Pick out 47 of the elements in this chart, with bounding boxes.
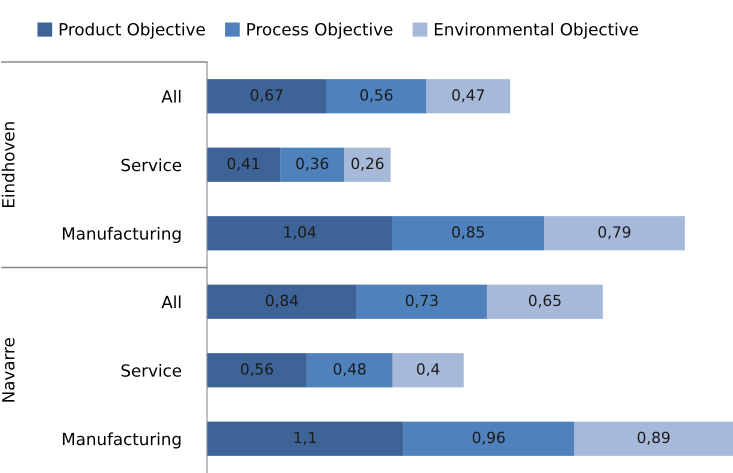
data-label: 0,4 [416, 363, 440, 376]
legend-label: Product Objective [60, 22, 205, 39]
data-label: 0,36 [296, 158, 328, 171]
data-label: 0,85 [452, 226, 484, 240]
data-label: 0,56 [360, 89, 392, 102]
bar [392, 216, 544, 250]
bar [306, 353, 392, 388]
y-tick-label: All [161, 295, 180, 308]
bar [280, 148, 344, 182]
data-label: 0,41 [228, 158, 260, 171]
bar [356, 284, 487, 319]
data-label: 1,1 [294, 432, 316, 445]
text: Eindhoven [2, 122, 15, 207]
data-label: 0,73 [406, 294, 438, 308]
data-label: 0,56 [240, 363, 273, 376]
bar [207, 422, 404, 456]
bar [544, 216, 685, 250]
y-tick-label: Manufacturing [62, 226, 180, 244]
bar [207, 148, 280, 182]
data-label: 0,84 [266, 294, 298, 308]
legend-label: Environmental Objective [434, 22, 638, 39]
data-label: 0,26 [351, 158, 384, 171]
bar [207, 284, 357, 319]
bar [207, 216, 392, 250]
data-label: 1,04 [284, 226, 316, 240]
bar [574, 422, 733, 456]
y-tick-label: Service [121, 158, 182, 172]
bar [207, 353, 307, 388]
data-label: 0,96 [472, 432, 505, 445]
bar [486, 284, 603, 319]
data-label: 0,48 [334, 363, 366, 376]
y-tick-label: Manufacturing [62, 432, 180, 449]
data-label: 0,65 [528, 294, 561, 308]
bar [207, 79, 326, 114]
legend-label: Process Objective [247, 22, 392, 39]
data-label: 0,79 [598, 226, 630, 240]
data-label: 0,67 [250, 89, 282, 102]
bar [326, 79, 426, 114]
bar [344, 148, 391, 182]
bar [403, 422, 574, 456]
data-label: 0,47 [452, 89, 484, 102]
text: Navarre [2, 338, 15, 402]
y-tick-label: All [161, 90, 180, 103]
bar [426, 79, 510, 114]
bar [392, 353, 464, 388]
y-tick-label: Service [121, 364, 182, 377]
data-label: 0,89 [638, 432, 670, 445]
